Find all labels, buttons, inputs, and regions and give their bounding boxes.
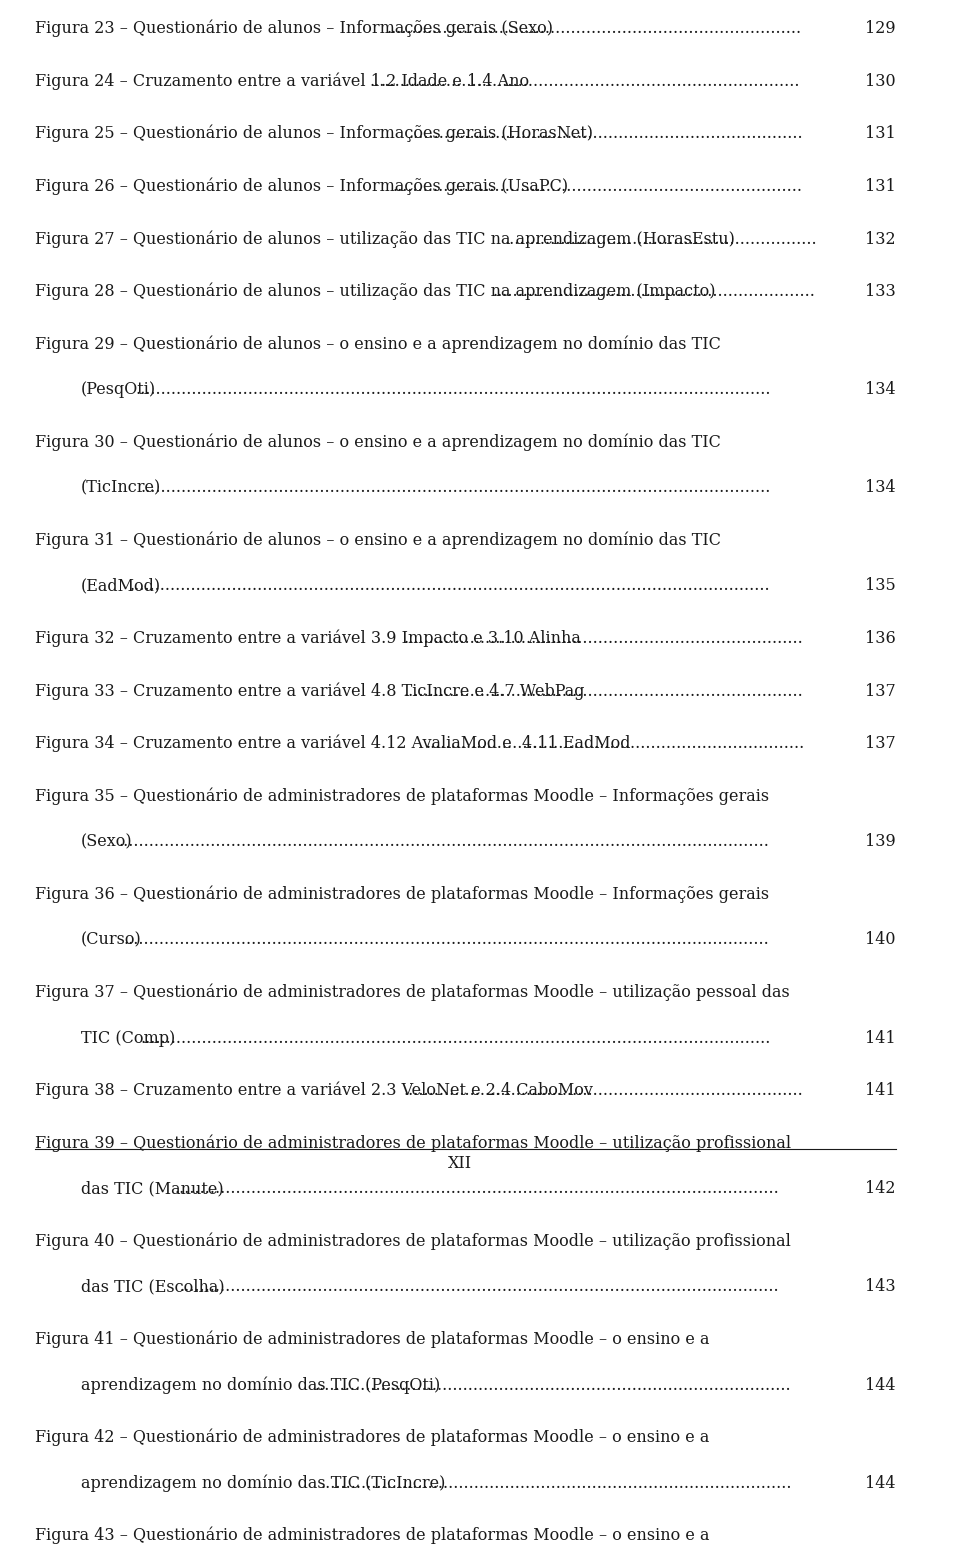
Text: ..............................................................................: ........................................…	[403, 682, 803, 699]
Text: ................................................................................: ........................................…	[321, 1474, 792, 1491]
Text: (Sexo): (Sexo)	[81, 834, 132, 851]
Text: 131: 131	[865, 178, 896, 195]
Text: (TicIncre): (TicIncre)	[81, 480, 161, 497]
Text: 133: 133	[865, 283, 896, 300]
Text: ................................................................................: ........................................…	[175, 1180, 780, 1197]
Text: ................................................................................: ........................................…	[180, 1278, 780, 1295]
Text: (Curso): (Curso)	[81, 931, 142, 948]
Text: 141: 141	[865, 1083, 896, 1100]
Text: ................................................................................: ........................................…	[118, 834, 769, 851]
Text: 141: 141	[865, 1030, 896, 1047]
Text: Figura 26 – Questionário de alunos – Informações gerais (UsaPC): Figura 26 – Questionário de alunos – Inf…	[35, 178, 568, 195]
Text: ................................................................................: ........................................…	[135, 381, 771, 398]
Text: 143: 143	[865, 1278, 896, 1295]
Text: ................................................................................: ........................................…	[141, 1030, 771, 1047]
Text: XII: XII	[447, 1156, 472, 1173]
Text: 144: 144	[865, 1474, 896, 1491]
Text: Figura 30 – Questionário de alunos – o ensino e a aprendizagem no domínio das TI: Figura 30 – Questionário de alunos – o e…	[35, 433, 721, 450]
Text: (PesqOti): (PesqOti)	[81, 381, 156, 398]
Text: Figura 24 – Cruzamento entre a variável 1.2 Idade e 1.4 Ano: Figura 24 – Cruzamento entre a variável …	[35, 73, 529, 90]
Text: 131: 131	[865, 125, 896, 142]
Text: 130: 130	[865, 73, 896, 90]
Text: ................................................................................: ........................................…	[387, 20, 802, 37]
Text: Figura 38 – Cruzamento entre a variável 2.3 VeloNet e 2.4 CaboMov: Figura 38 – Cruzamento entre a variável …	[35, 1081, 593, 1100]
Text: 142: 142	[865, 1180, 896, 1197]
Text: (EadMod): (EadMod)	[81, 577, 161, 594]
Text: 134: 134	[865, 381, 896, 398]
Text: 144: 144	[865, 1377, 896, 1394]
Text: ................................................................................: ........................................…	[124, 931, 770, 948]
Text: ................................................................................: ........................................…	[315, 1377, 791, 1394]
Text: ...............................................................: ........................................…	[493, 283, 816, 300]
Text: Figura 31 – Questionário de alunos – o ensino e a aprendizagem no domínio das TI: Figura 31 – Questionário de alunos – o e…	[35, 532, 721, 549]
Text: 140: 140	[865, 931, 896, 948]
Text: aprendizagem no domínio das TIC (PesqOti): aprendizagem no domínio das TIC (PesqOti…	[81, 1375, 441, 1394]
Text: Figura 28 – Questionário de alunos – utilização das TIC na aprendizagem (Impacto: Figura 28 – Questionário de alunos – uti…	[35, 283, 715, 300]
Text: 135: 135	[865, 577, 896, 594]
Text: ................................................................................: ........................................…	[392, 178, 802, 195]
Text: Figura 29 – Questionário de alunos – o ensino e a aprendizagem no domínio das TI: Figura 29 – Questionário de alunos – o e…	[35, 336, 721, 353]
Text: Figura 35 – Questionário de administradores de plataformas Moodle – Informações : Figura 35 – Questionário de administrado…	[35, 787, 769, 804]
Text: 134: 134	[865, 480, 896, 497]
Text: ................................................................................: ........................................…	[370, 73, 800, 90]
Text: ..............................................................................: ........................................…	[403, 1083, 803, 1100]
Text: 132: 132	[865, 231, 896, 248]
Text: 137: 137	[865, 682, 896, 699]
Text: 139: 139	[865, 834, 896, 851]
Text: Figura 23 – Questionário de alunos – Informações gerais (Sexo): Figura 23 – Questionário de alunos – Inf…	[35, 20, 553, 37]
Text: Figura 39 – Questionário de administradores de plataformas Moodle – utilização p: Figura 39 – Questionário de administrado…	[35, 1134, 791, 1153]
Text: .............................................................: ........................................…	[504, 231, 817, 248]
Text: ..........................................................................: ........................................…	[425, 735, 804, 752]
Text: .............................................................................: ........................................…	[409, 125, 804, 142]
Text: Figura 43 – Questionário de administradores de plataformas Moodle – o ensino e a: Figura 43 – Questionário de administrado…	[35, 1527, 709, 1544]
Text: Figura 40 – Questionário de administradores de plataformas Moodle – utilização p: Figura 40 – Questionário de administrado…	[35, 1233, 791, 1250]
Text: Figura 34 – Cruzamento entre a variável 4.12 AvaliaMod e  4.11 EadMod: Figura 34 – Cruzamento entre a variável …	[35, 735, 631, 752]
Text: Figura 37 – Questionário de administradores de plataformas Moodle – utilização p: Figura 37 – Questionário de administrado…	[35, 984, 790, 1001]
Text: 136: 136	[865, 630, 896, 647]
Text: ................................................................................: ........................................…	[130, 577, 770, 594]
Text: 137: 137	[865, 735, 896, 752]
Text: Figura 42 – Questionário de administradores de plataformas Moodle – o ensino e a: Figura 42 – Questionário de administrado…	[35, 1428, 709, 1446]
Text: ................................................................................: ........................................…	[141, 480, 771, 497]
Text: das TIC (Escolha): das TIC (Escolha)	[81, 1278, 225, 1295]
Text: Figura 36 – Questionário de administradores de plataformas Moodle – Informações : Figura 36 – Questionário de administrado…	[35, 885, 769, 903]
Text: Figura 41 – Questionário de administradores de plataformas Moodle – o ensino e a: Figura 41 – Questionário de administrado…	[35, 1330, 709, 1347]
Text: Figura 27 – Questionário de alunos – utilização das TIC na aprendizagem (HorasEs: Figura 27 – Questionário de alunos – uti…	[35, 231, 734, 248]
Text: das TIC (Manute): das TIC (Manute)	[81, 1180, 224, 1197]
Text: aprendizagem no domínio das TIC (TicIncre): aprendizagem no domínio das TIC (TicIncr…	[81, 1474, 445, 1491]
Text: Figura 33 – Cruzamento entre a variável 4.8 TicIncre e 4.7 WebPag: Figura 33 – Cruzamento entre a variável …	[35, 682, 585, 699]
Text: 129: 129	[865, 20, 896, 37]
Text: Figura 32 – Cruzamento entre a variável 3.9 Impacto e 3.10 Alinha: Figura 32 – Cruzamento entre a variável …	[35, 630, 581, 647]
Text: TIC (Comp): TIC (Comp)	[81, 1030, 175, 1047]
Text: ..............................................................................: ........................................…	[403, 630, 803, 647]
Text: Figura 25 – Questionário de alunos – Informações gerais (HorasNet): Figura 25 – Questionário de alunos – Inf…	[35, 125, 593, 142]
